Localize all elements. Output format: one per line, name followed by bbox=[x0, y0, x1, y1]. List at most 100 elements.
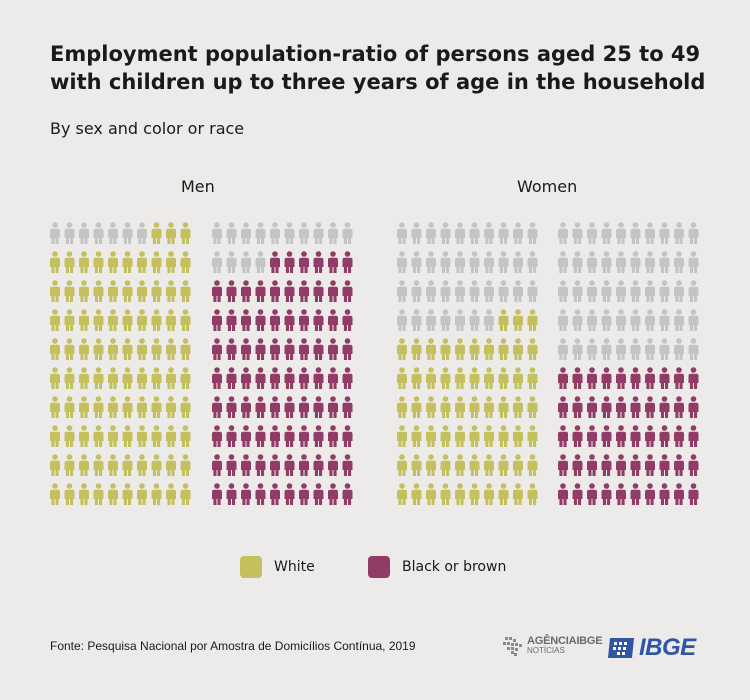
person-icon-unfilled bbox=[601, 222, 612, 244]
person-icon-filled bbox=[137, 454, 147, 476]
person-icon-filled bbox=[108, 396, 118, 418]
person-icon-filled bbox=[513, 454, 523, 476]
person-icon-unfilled bbox=[255, 222, 266, 244]
person-icon-unfilled bbox=[440, 280, 451, 302]
person-icon-filled bbox=[513, 338, 523, 360]
person-icon-unfilled bbox=[616, 338, 626, 360]
person-icon-unfilled bbox=[455, 222, 465, 244]
person-icon-filled bbox=[674, 396, 684, 418]
person-icon-filled bbox=[93, 454, 104, 476]
person-icon-unfilled bbox=[397, 251, 407, 273]
person-icon-filled bbox=[674, 367, 684, 389]
person-icon-unfilled bbox=[513, 251, 523, 273]
person-icon-filled bbox=[284, 425, 295, 447]
person-icon-filled bbox=[299, 251, 309, 273]
person-icon-filled bbox=[469, 338, 480, 360]
person-icon-filled bbox=[212, 425, 222, 447]
person-icon-unfilled bbox=[411, 251, 422, 273]
person-icon-filled bbox=[122, 251, 133, 273]
person-icon-unfilled bbox=[484, 222, 494, 244]
person-icon-filled bbox=[645, 396, 655, 418]
source-note: Fonte: Pesquisa Nacional por Amostra de … bbox=[50, 639, 416, 653]
person-icon-filled bbox=[122, 309, 133, 331]
person-icon-filled bbox=[411, 367, 422, 389]
group-label-women: Women bbox=[517, 177, 578, 196]
person-icon-filled bbox=[527, 425, 538, 447]
person-icon-unfilled bbox=[601, 251, 612, 273]
person-icon-filled bbox=[513, 396, 523, 418]
person-icon-filled bbox=[601, 454, 612, 476]
person-icon-filled bbox=[93, 251, 104, 273]
person-icon-filled bbox=[284, 280, 295, 302]
person-icon-filled bbox=[180, 425, 191, 447]
person-icon-filled bbox=[527, 338, 538, 360]
person-icon-filled bbox=[284, 396, 295, 418]
person-icon-filled bbox=[241, 483, 251, 505]
person-icon-filled bbox=[601, 425, 612, 447]
person-icon-unfilled bbox=[411, 222, 422, 244]
person-icon-filled bbox=[122, 367, 133, 389]
person-icon-filled bbox=[558, 454, 568, 476]
person-icon-filled bbox=[93, 280, 104, 302]
legend-label-black-or-brown: Black or brown bbox=[402, 559, 507, 575]
person-icon-unfilled bbox=[527, 222, 538, 244]
person-icon-filled bbox=[212, 454, 222, 476]
person-icon-filled bbox=[166, 454, 176, 476]
person-icon-unfilled bbox=[558, 222, 568, 244]
person-icon-filled bbox=[212, 367, 222, 389]
person-icon-filled bbox=[299, 338, 309, 360]
person-icon-filled bbox=[455, 425, 465, 447]
person-icon-filled bbox=[688, 483, 699, 505]
person-icon-filled bbox=[108, 338, 118, 360]
person-icon-filled bbox=[587, 396, 597, 418]
person-icon-filled bbox=[284, 454, 295, 476]
person-icon-filled bbox=[299, 367, 309, 389]
person-icon-filled bbox=[270, 483, 280, 505]
person-icon-unfilled bbox=[108, 222, 118, 244]
person-icon-filled bbox=[50, 280, 60, 302]
person-icon-filled bbox=[284, 251, 295, 273]
person-icon-filled bbox=[137, 338, 147, 360]
person-icon-filled bbox=[166, 425, 176, 447]
person-icon-unfilled bbox=[455, 309, 465, 331]
person-icon-filled bbox=[313, 454, 324, 476]
person-icon-filled bbox=[313, 338, 324, 360]
person-icon-filled bbox=[79, 396, 89, 418]
person-icon-filled bbox=[498, 483, 509, 505]
person-icon-unfilled bbox=[645, 309, 655, 331]
person-icon-unfilled bbox=[513, 222, 523, 244]
person-icon-filled bbox=[108, 251, 118, 273]
person-icon-filled bbox=[122, 338, 133, 360]
person-icon-filled bbox=[137, 309, 147, 331]
person-icon-unfilled bbox=[616, 280, 626, 302]
person-icon-filled bbox=[122, 280, 133, 302]
waffle-block-men-black-or-brown bbox=[212, 222, 353, 505]
person-icon-filled bbox=[328, 454, 338, 476]
person-icon-filled bbox=[558, 367, 568, 389]
person-icon-filled bbox=[688, 425, 699, 447]
legend-item-white: White bbox=[240, 556, 315, 578]
person-icon-unfilled bbox=[342, 222, 353, 244]
person-icon-unfilled bbox=[426, 309, 436, 331]
person-icon-unfilled bbox=[587, 338, 597, 360]
person-icon-filled bbox=[284, 338, 295, 360]
person-icon-filled bbox=[313, 309, 324, 331]
person-icon-filled bbox=[166, 309, 176, 331]
person-icon-filled bbox=[79, 454, 89, 476]
legend-label-white: White bbox=[274, 559, 315, 575]
person-icon-filled bbox=[659, 483, 670, 505]
person-icon-filled bbox=[108, 483, 118, 505]
person-icon-filled bbox=[212, 483, 222, 505]
person-icon-filled bbox=[151, 425, 162, 447]
person-icon-filled bbox=[527, 454, 538, 476]
person-icon-filled bbox=[426, 396, 436, 418]
person-icon-filled bbox=[299, 280, 309, 302]
person-icon-unfilled bbox=[469, 280, 480, 302]
person-icon-filled bbox=[397, 367, 407, 389]
person-icon-unfilled bbox=[674, 338, 684, 360]
person-icon-unfilled bbox=[484, 309, 494, 331]
person-icon-filled bbox=[328, 367, 338, 389]
person-icon-filled bbox=[674, 425, 684, 447]
person-icon-filled bbox=[151, 309, 162, 331]
person-icon-filled bbox=[587, 454, 597, 476]
